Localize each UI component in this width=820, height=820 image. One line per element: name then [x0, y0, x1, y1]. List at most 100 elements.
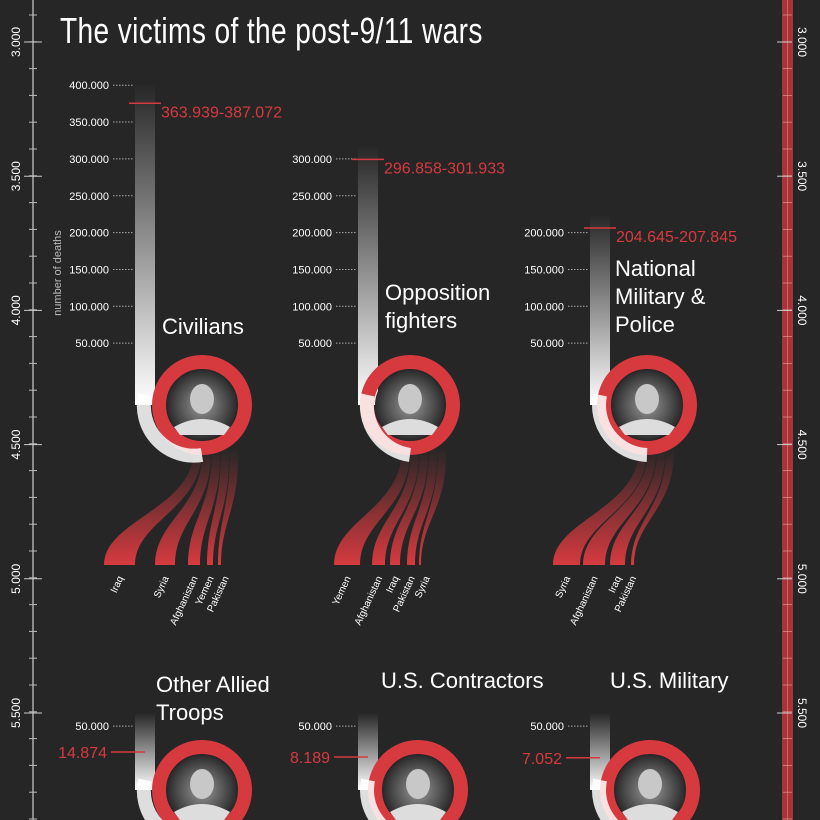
y-tick-label: 100.000 — [524, 301, 564, 313]
left-axis-tick-label: 5.500 — [9, 698, 23, 728]
country-label: Iraq — [109, 575, 126, 595]
y-axis-label: number of deaths — [52, 230, 64, 316]
face-shape — [638, 769, 662, 799]
y-tick-label: 350.000 — [69, 117, 109, 129]
bar — [590, 214, 610, 405]
right-axis-tick-label: 5.000 — [795, 564, 809, 594]
y-tick-label: 150.000 — [292, 264, 332, 276]
shoulders-shape — [174, 804, 230, 820]
category-label: U.S. Contractors — [381, 668, 544, 693]
panel-national-military-police: 50.000 100.000 150.000 200.000 204.645-207.8… — [524, 214, 737, 628]
face-shape — [190, 384, 214, 414]
y-tick-label: 200.000 — [69, 228, 109, 240]
country-label: Syria — [152, 574, 172, 600]
y-tick-label: 50.000 — [75, 338, 109, 350]
face-shape — [406, 769, 430, 799]
panel-civilians: 50.000 100.000 150.000 200.000 250.000 300.00… — [69, 80, 282, 627]
category-label-line: Police — [615, 312, 675, 337]
left-axis-tick-label: 3.000 — [9, 27, 23, 57]
country-ribbon — [188, 447, 221, 565]
category-label-line: Other Allied — [156, 672, 270, 697]
right-axis-tick-label: 3.500 — [795, 161, 809, 191]
category-label-line: National — [615, 256, 696, 281]
country-ribbon — [610, 447, 666, 565]
country-ribbon — [372, 447, 420, 565]
page-title: The victims of the post-9/11 wars — [60, 10, 483, 51]
panel-u-s-military: 50.000 7.052 U.S. Military — [522, 668, 729, 820]
country-ribbon — [631, 447, 675, 565]
value-label: 14.874 — [58, 745, 107, 762]
ring — [152, 355, 252, 455]
ring-curve — [592, 778, 619, 820]
ring-curve — [136, 778, 163, 820]
shoulders-shape — [619, 419, 675, 435]
y-tick-label: 150.000 — [69, 264, 109, 276]
y-tick-label: 150.000 — [524, 264, 564, 276]
category-label-line: U.S. Contractors — [381, 668, 544, 693]
right-axis-tick-label: 5.500 — [795, 698, 809, 728]
bar — [358, 145, 378, 405]
value-label: 8.189 — [290, 750, 330, 767]
y-tick-label: 250.000 — [292, 191, 332, 203]
category-label-line: Military & — [615, 284, 706, 309]
country-ribbon — [104, 447, 203, 565]
country-ribbon — [334, 447, 411, 565]
face-shape — [635, 384, 659, 414]
y-tick-label: 50.000 — [298, 721, 332, 733]
y-tick-label: 100.000 — [69, 301, 109, 313]
ring-curve — [360, 778, 387, 820]
panel-u-s-contractors: 50.000 8.189 U.S. Contractors — [290, 668, 544, 820]
category-label: Opposition fighters — [385, 280, 490, 333]
country-ribbon — [218, 447, 239, 565]
value-label: 296.858-301.933 — [384, 160, 505, 177]
panel-opposition-fighters: 50.000 100.000 150.000 200.000 250.000 300.00… — [292, 145, 505, 627]
category-label-line: U.S. Military — [610, 668, 729, 693]
right-axis-tick-label: 3.000 — [795, 27, 809, 57]
panel-other-allied-troops: 50.000 14.874 Other Allied Troops — [58, 672, 270, 820]
ring-curve — [136, 393, 204, 463]
category-label: Civilians — [162, 314, 244, 339]
y-tick-label: 300.000 — [69, 154, 109, 166]
ring-curve — [359, 393, 412, 462]
value-label: 7.052 — [522, 751, 562, 768]
country-ribbon — [155, 447, 212, 565]
left-axis-tick-label: 3.500 — [9, 161, 23, 191]
country-label: Syria — [554, 574, 574, 600]
shoulders-shape — [382, 419, 438, 435]
category-label-line: Troops — [156, 700, 224, 725]
right-axis-tick-label: 4.500 — [795, 430, 809, 460]
country-label: Yemen — [331, 575, 354, 608]
shoulders-shape — [390, 804, 446, 820]
country-ribbon — [553, 447, 648, 565]
ring — [600, 740, 700, 820]
y-tick-label: 200.000 — [524, 228, 564, 240]
right-axis-tick-label: 4.000 — [795, 295, 809, 325]
bar — [135, 82, 155, 405]
y-tick-label: 50.000 — [530, 721, 564, 733]
country-label: Afghanistan — [568, 575, 600, 628]
left-side-axis: 3.000 3.500 4.000 4.500 5.000 5.500 — [9, 0, 42, 820]
category-label: U.S. Military — [610, 668, 729, 693]
y-tick-label: 100.000 — [292, 301, 332, 313]
y-tick-label: 50.000 — [530, 338, 564, 350]
y-tick-label: 200.000 — [292, 228, 332, 240]
value-label: 204.645-207.845 — [616, 229, 737, 246]
country-ribbon — [390, 447, 429, 565]
y-tick-label: 400.000 — [69, 80, 109, 92]
category-label: Other Allied Troops — [156, 672, 270, 725]
category-label-line: Opposition — [385, 280, 490, 305]
y-tick-label: 50.000 — [298, 338, 332, 350]
face-shape — [398, 384, 422, 414]
shoulders-shape — [174, 419, 230, 435]
y-tick-label: 50.000 — [75, 721, 109, 733]
left-axis-tick-label: 4.500 — [9, 429, 23, 459]
category-label-line: Civilians — [162, 314, 244, 339]
category-label: National Military & Police — [615, 256, 706, 337]
face-shape — [190, 769, 214, 799]
value-label: 363.939-387.072 — [161, 104, 282, 121]
left-axis-tick-label: 4.000 — [9, 295, 23, 325]
country-ribbon — [407, 447, 438, 565]
y-tick-label: 300.000 — [292, 154, 332, 166]
right-side-axis: 3.000 3.500 4.000 4.500 5.000 5.500 — [777, 0, 809, 820]
